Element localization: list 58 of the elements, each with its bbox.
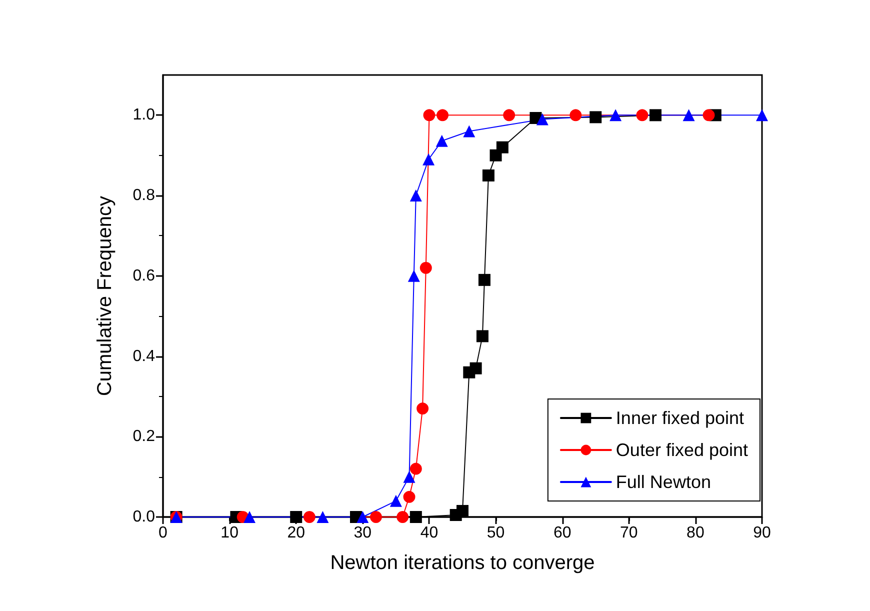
- x-tick-label: 0: [158, 524, 168, 542]
- point: [408, 270, 420, 282]
- y-tick-label: 1.0: [132, 106, 156, 124]
- y-tick-label: 0.4: [132, 348, 156, 365]
- legend-label: Full Newton: [616, 472, 711, 492]
- point: [650, 109, 662, 122]
- point: [756, 109, 768, 122]
- y-axis-title: Cumulative Frequency: [94, 196, 116, 396]
- legend-label: Inner fixed point: [616, 408, 744, 428]
- point: [496, 141, 508, 154]
- point: [303, 511, 316, 523]
- point: [423, 109, 436, 122]
- y-tick-label: 0.0: [132, 508, 156, 526]
- point: [422, 153, 435, 166]
- point: [702, 109, 715, 122]
- point: [356, 511, 369, 523]
- point: [463, 125, 476, 138]
- x-tick-label: 10: [220, 524, 239, 542]
- point: [590, 111, 602, 124]
- point: [244, 511, 256, 523]
- point: [316, 511, 329, 523]
- point: [482, 169, 494, 182]
- point: [416, 402, 429, 415]
- point: [436, 134, 448, 147]
- point: [410, 190, 422, 202]
- point: [403, 470, 416, 483]
- x-tick-label: 50: [486, 524, 505, 542]
- y-tick-label: 0.2: [132, 428, 156, 446]
- point: [456, 504, 468, 517]
- point: [436, 109, 449, 122]
- x-tick-label: 80: [686, 524, 704, 542]
- point: [682, 109, 695, 122]
- point: [503, 109, 516, 122]
- point: [478, 274, 490, 286]
- point: [610, 109, 622, 122]
- point: [410, 511, 422, 523]
- y-tick-label: 0.8: [132, 187, 156, 204]
- point: [570, 109, 582, 122]
- point: [290, 511, 302, 523]
- x-axis-title: Newton iterations to converge: [330, 552, 595, 574]
- point: [370, 511, 382, 523]
- point: [420, 262, 432, 274]
- x-tick-label: 60: [553, 524, 572, 542]
- point: [390, 494, 402, 507]
- point: [636, 109, 648, 122]
- legend-label: Outer fixed point: [616, 440, 748, 460]
- x-tick-label: 20: [287, 524, 306, 542]
- point: [396, 511, 409, 523]
- y-tick-label: 0.6: [132, 267, 156, 284]
- point: [536, 113, 548, 126]
- point: [470, 362, 482, 374]
- point: [476, 330, 488, 342]
- point: [410, 462, 422, 475]
- point: [403, 490, 416, 503]
- x-tick-label: 90: [753, 524, 771, 542]
- x-tick-label: 40: [420, 524, 438, 542]
- x-tick-label: 30: [354, 524, 372, 542]
- x-tick-label: 70: [620, 524, 638, 542]
